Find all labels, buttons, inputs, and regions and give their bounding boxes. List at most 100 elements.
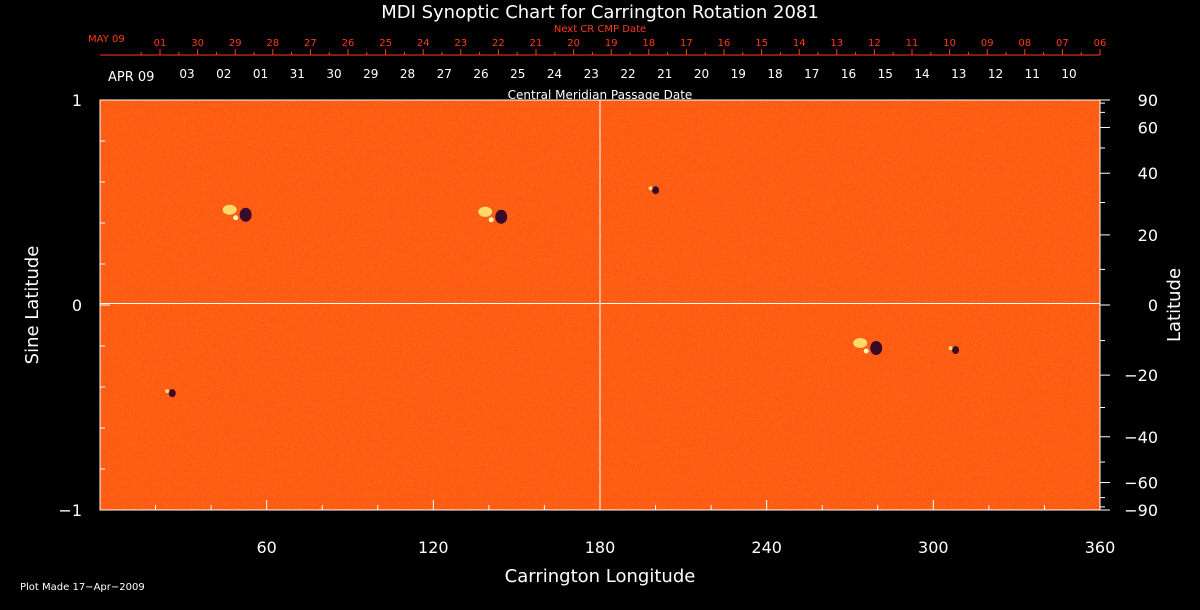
y-right-tick-label: 90	[1138, 91, 1158, 110]
negative-polarity-patch	[168, 389, 176, 398]
next-cmp-date: 22	[492, 38, 505, 49]
next-cmp-date: 12	[868, 38, 881, 49]
y-left-tick-label: −1	[58, 501, 82, 520]
y-right-tick-label: −90	[1124, 501, 1158, 520]
cmp-date: 15	[878, 67, 893, 81]
next-cmp-date: 19	[605, 38, 618, 49]
next-cmp-date: 09	[981, 38, 994, 49]
y-left-tick-label: 0	[72, 296, 82, 315]
cmp-date: 31	[290, 67, 305, 81]
cmp-date: 24	[547, 67, 562, 81]
cmp-month-label: APR 09	[108, 70, 154, 85]
next-cmp-date: 23	[454, 38, 467, 49]
cmp-date: 03	[179, 67, 194, 81]
cmp-date: 17	[804, 67, 819, 81]
small-spot	[165, 389, 176, 398]
next-cmp-date: 29	[229, 38, 242, 49]
cmp-date: 01	[253, 67, 268, 81]
y-left-tick-label: 1	[72, 91, 82, 110]
cmp-date: 02	[216, 67, 231, 81]
bipolar-region	[222, 204, 252, 222]
cmp-date: 20	[694, 67, 709, 81]
x-tick-label: 240	[751, 538, 782, 557]
next-cmp-date: 26	[342, 38, 355, 49]
cmp-date: 30	[326, 67, 341, 81]
next-cmp-date: 18	[642, 38, 655, 49]
y-axis-left: −1 0 1	[58, 91, 110, 520]
positive-polarity-dot	[863, 348, 869, 354]
cmp-date: 26	[473, 67, 488, 81]
positive-polarity-patch	[478, 206, 493, 217]
y-right-tick-label: 40	[1138, 164, 1158, 183]
x-axis-label: Carrington Longitude	[505, 566, 696, 587]
bipolar-region	[478, 206, 508, 224]
bipolar-region	[853, 338, 883, 355]
cmp-date: 23	[584, 67, 599, 81]
cmp-date-ticks: 03 02 01 31 30 29 28 27 26 25 24 23 22 21 20 19 18 17 16 15…	[179, 67, 1076, 81]
next-cmp-date: 17	[680, 38, 693, 49]
cmp-date: 19	[731, 67, 746, 81]
plot-area	[99, 99, 1101, 511]
next-cmp-axis-label: Next CR CMP Date	[554, 24, 646, 35]
next-cmp-date: 14	[793, 38, 806, 49]
next-cmp-date: 07	[1056, 38, 1069, 49]
small-spot	[648, 186, 660, 195]
next-cmp-date: 27	[304, 38, 317, 49]
x-tick-label: 360	[1085, 538, 1116, 557]
y-right-tick-label: 0	[1148, 296, 1158, 315]
cmp-date: 22	[620, 67, 635, 81]
next-cmp-date: 10	[943, 38, 956, 49]
next-cmp-date-ticks: 01 30 29 28 27 26 25 24 23 22 21 20 19 18 17 16 15 14 13 12…	[140, 38, 1106, 55]
next-cmp-date: 24	[417, 38, 430, 49]
y-right-tick-label: −20	[1124, 366, 1158, 385]
active-regions	[165, 186, 960, 398]
cmp-date: 25	[510, 67, 525, 81]
negative-polarity-patch	[952, 346, 960, 355]
x-axis: 60 120 180 240 300 360	[155, 500, 1116, 557]
cmp-axis-label: Central Meridian Passage Date	[508, 88, 693, 102]
chart-title: MDI Synoptic Chart for Carrington Rotati…	[381, 2, 819, 23]
y-right-tick-label: −60	[1124, 474, 1158, 493]
cmp-date: 12	[988, 67, 1003, 81]
next-cmp-date: 15	[755, 38, 768, 49]
negative-polarity-patch	[870, 341, 883, 355]
positive-polarity-dot	[233, 215, 239, 221]
x-tick-label: 180	[585, 538, 616, 557]
positive-polarity-dot	[948, 346, 953, 351]
positive-polarity-patch	[853, 338, 868, 348]
next-cmp-date: 01	[154, 38, 167, 49]
cmp-date: 16	[841, 67, 856, 81]
positive-polarity-dot	[165, 389, 170, 394]
x-tick-label: 300	[918, 538, 949, 557]
cmp-date: 10	[1061, 67, 1076, 81]
positive-polarity-dot	[648, 186, 653, 191]
y-axis-right: −90 −60 −40 −20 0 20 40 60 90	[1100, 91, 1158, 520]
next-cmp-month-label: MAY 09	[88, 34, 125, 45]
next-cmp-date: 16	[718, 38, 731, 49]
next-cmp-date: 28	[266, 38, 279, 49]
cmp-date: 14	[914, 67, 929, 81]
cmp-date: 13	[951, 67, 966, 81]
cmp-date: 27	[437, 67, 452, 81]
cmp-date: 28	[400, 67, 415, 81]
negative-polarity-patch	[239, 207, 252, 222]
cmp-date: 18	[767, 67, 782, 81]
next-cmp-date: 11	[906, 38, 919, 49]
next-cmp-date: 20	[567, 38, 580, 49]
plot-made-footer: Plot Made 17−Apr−2009	[20, 582, 145, 593]
cmp-date: 21	[657, 67, 672, 81]
y-axis-right-label: Latitude	[1164, 268, 1185, 342]
negative-polarity-patch	[495, 209, 508, 224]
y-right-tick-label: 60	[1138, 118, 1158, 137]
x-tick-label: 60	[256, 538, 276, 557]
next-cmp-date: 21	[530, 38, 543, 49]
x-tick-label: 120	[418, 538, 449, 557]
y-right-tick-label: 20	[1138, 226, 1158, 245]
next-cmp-date: 08	[1018, 38, 1031, 49]
cmp-date: 29	[363, 67, 378, 81]
y-right-tick-label: −40	[1124, 428, 1158, 447]
next-cmp-date: 13	[830, 38, 843, 49]
positive-polarity-dot	[488, 217, 494, 223]
positive-polarity-patch	[222, 204, 237, 215]
